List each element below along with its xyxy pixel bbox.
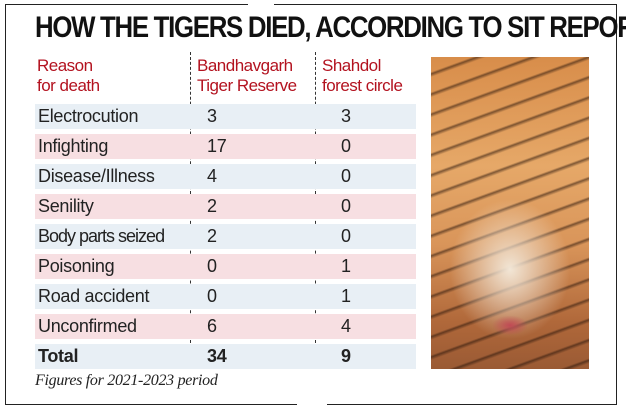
bandhavgarh-cell: 3 xyxy=(207,106,217,126)
table-row: Electrocution 3 3 xyxy=(35,104,416,129)
shahdol-cell: 0 xyxy=(341,136,351,156)
deaths-table: Electrocution 3 3 Infighting 17 0 Diseas… xyxy=(35,104,416,374)
total-row: Total 34 9 xyxy=(35,344,416,369)
total-label: Total xyxy=(38,346,79,366)
infographic-title: HOW THE TIGERS DIED, ACCORDING TO SIT RE… xyxy=(35,11,626,44)
bandhavgarh-cell: 4 xyxy=(207,166,217,186)
reason-cell: Disease/Illness xyxy=(38,166,155,186)
shahdol-cell: 0 xyxy=(341,226,351,246)
bandhavgarh-cell: 17 xyxy=(207,136,227,156)
bandhavgarh-cell: 2 xyxy=(207,226,217,246)
header-shahdol: Shahdol forest circle xyxy=(322,56,403,96)
reason-cell: Electrocution xyxy=(38,106,139,126)
table-row: Poisoning 0 1 xyxy=(35,254,416,279)
reason-cell: Road accident xyxy=(38,286,150,306)
tiger-photo xyxy=(431,57,589,369)
bandhavgarh-cell: 0 xyxy=(207,286,217,306)
shahdol-cell: 3 xyxy=(341,106,351,126)
shahdol-cell: 1 xyxy=(341,256,351,276)
bandhavgarh-cell: 6 xyxy=(207,316,217,336)
header-bandhavgarh: Bandhavgarh Tiger Reserve xyxy=(197,56,297,96)
table-row: Unconfirmed 6 4 xyxy=(35,314,416,339)
reason-cell: Senility xyxy=(38,196,94,216)
shahdol-cell: 0 xyxy=(341,196,351,216)
header-reason-line2: for death xyxy=(37,76,100,95)
reason-cell: Body parts seized xyxy=(38,226,165,246)
table-row: Body parts seized 2 0 xyxy=(35,224,416,249)
header-shahdol-line1: Shahdol xyxy=(322,56,381,75)
footnote: Figures for 2021-2023 period xyxy=(35,372,218,389)
shahdol-cell: 0 xyxy=(341,166,351,186)
header-bandhavgarh-line1: Bandhavgarh xyxy=(197,56,293,75)
table-row: Disease/Illness 4 0 xyxy=(35,164,416,189)
header-bandhavgarh-line2: Tiger Reserve xyxy=(197,76,297,95)
header-reason: Reason for death xyxy=(37,56,100,96)
frame-gap-top xyxy=(248,2,274,7)
bandhavgarh-cell: 2 xyxy=(207,196,217,216)
header-reason-line1: Reason xyxy=(37,56,93,75)
bandhavgarh-cell: 0 xyxy=(207,256,217,276)
reason-cell: Infighting xyxy=(38,136,109,156)
shahdol-cell: 1 xyxy=(341,286,351,306)
table-row: Senility 2 0 xyxy=(35,194,416,219)
frame-gap-bottom xyxy=(297,403,327,408)
shahdol-cell: 4 xyxy=(341,316,351,336)
table-row: Road accident 0 1 xyxy=(35,284,416,309)
reason-cell: Unconfirmed xyxy=(38,316,137,336)
bandhavgarh-total: 34 xyxy=(207,346,227,366)
reason-cell: Poisoning xyxy=(38,256,115,276)
table-row: Infighting 17 0 xyxy=(35,134,416,159)
header-shahdol-line2: forest circle xyxy=(322,76,403,95)
shahdol-total: 9 xyxy=(341,346,351,366)
